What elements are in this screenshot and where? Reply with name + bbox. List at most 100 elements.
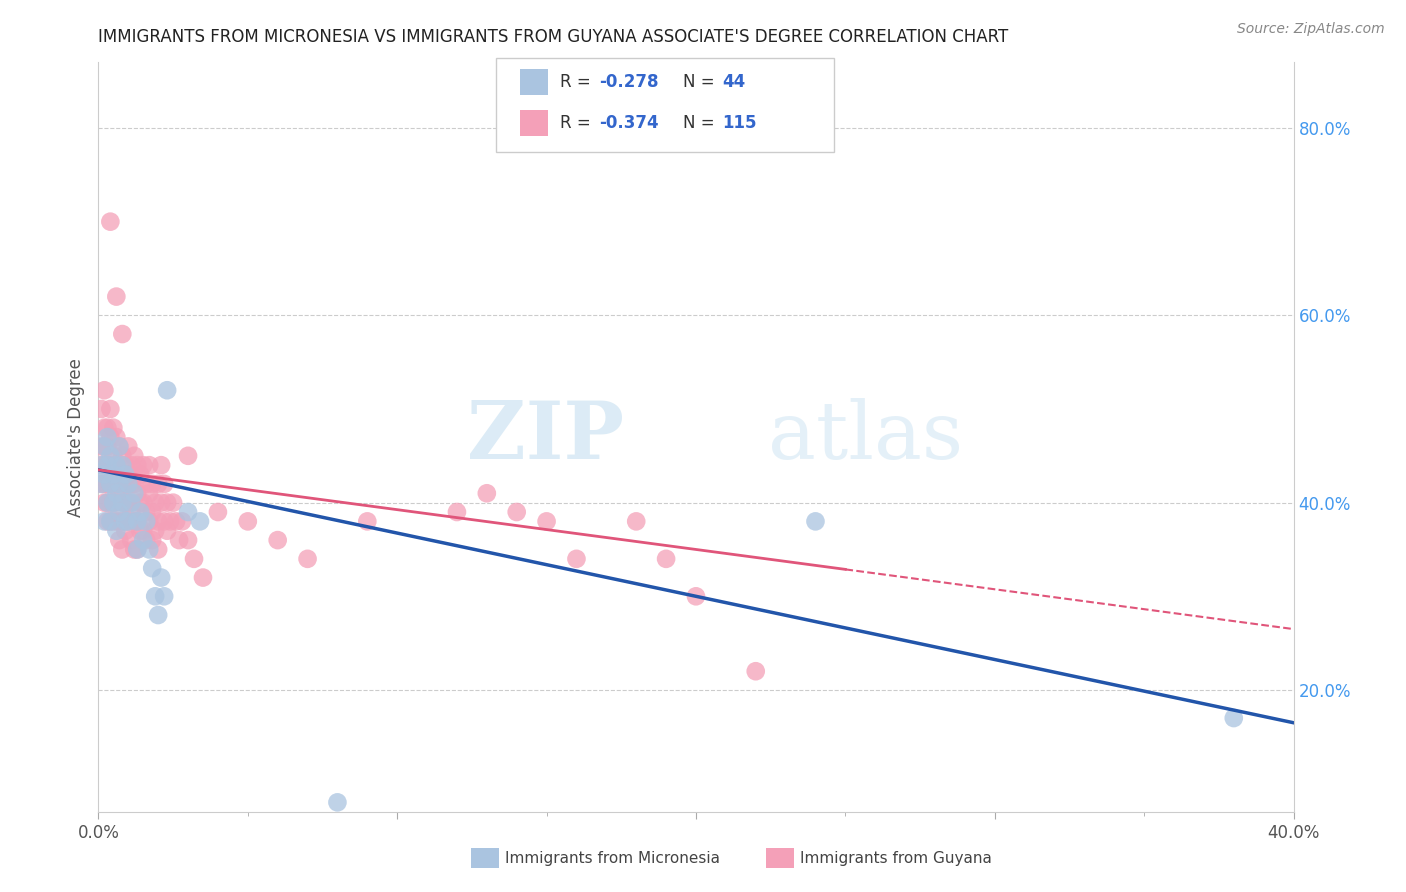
Point [105, 476, 128, 491]
Point [98, 476, 122, 491]
Point [96, 514, 118, 528]
Text: -0.278: -0.278 [599, 73, 658, 91]
Point [93, 384, 115, 398]
Point [135, 476, 157, 491]
Point [141, 476, 163, 491]
Point [685, 590, 707, 604]
Point [98, 476, 122, 491]
Point [162, 495, 184, 509]
Point [98, 495, 122, 509]
Point [90, 458, 112, 473]
Text: ZIP: ZIP [467, 398, 624, 476]
Point [135, 514, 157, 528]
Point [191, 571, 214, 585]
Point [804, 514, 827, 528]
Point [124, 486, 146, 500]
Point [117, 495, 139, 509]
Point [105, 495, 128, 509]
Point [98, 514, 122, 528]
Point [111, 458, 134, 473]
Point [114, 458, 136, 473]
Point [153, 590, 176, 604]
Point [141, 505, 163, 519]
Point [105, 430, 128, 444]
Point [96, 495, 118, 509]
Point [117, 476, 139, 491]
Point [207, 505, 229, 519]
Point [565, 551, 588, 566]
Point [127, 458, 149, 473]
Point [105, 524, 128, 538]
Point [124, 449, 146, 463]
Point [156, 495, 179, 509]
Point [132, 524, 155, 538]
Point [138, 514, 160, 528]
Point [150, 495, 173, 509]
Text: 115: 115 [723, 114, 758, 132]
Text: -0.374: -0.374 [599, 114, 658, 132]
Point [117, 514, 139, 528]
Point [132, 495, 155, 509]
Point [267, 533, 290, 547]
Point [90, 476, 112, 491]
Point [103, 467, 125, 482]
Point [143, 590, 166, 604]
Point [111, 495, 134, 509]
Point [506, 505, 529, 519]
Point [156, 524, 179, 538]
Point [105, 289, 128, 303]
Text: Immigrants from Micronesia: Immigrants from Micronesia [505, 851, 720, 865]
Point [90, 401, 112, 416]
Point [172, 514, 194, 528]
Point [1223, 711, 1246, 725]
Point [117, 514, 139, 528]
Point [96, 421, 118, 435]
Point [96, 476, 118, 491]
Point [114, 514, 136, 528]
Point [148, 514, 170, 528]
Point [153, 476, 176, 491]
Point [153, 514, 176, 528]
Text: N =: N = [683, 114, 720, 132]
Point [135, 505, 157, 519]
Point [127, 542, 149, 557]
Point [108, 514, 131, 528]
Point [446, 505, 468, 519]
Point [111, 542, 134, 557]
Point [114, 476, 136, 491]
Point [132, 458, 155, 473]
Point [148, 542, 170, 557]
Point [129, 467, 152, 482]
Point [103, 421, 125, 435]
Point [143, 524, 166, 538]
Point [105, 486, 128, 500]
Point [103, 495, 125, 509]
Point [129, 505, 152, 519]
Point [127, 514, 149, 528]
Point [150, 458, 173, 473]
Point [120, 495, 142, 509]
Point [108, 505, 131, 519]
Point [111, 514, 134, 528]
Point [93, 495, 115, 509]
Point [138, 486, 160, 500]
Point [475, 486, 498, 500]
Point [236, 514, 259, 528]
Point [108, 476, 131, 491]
Point [141, 533, 163, 547]
Point [93, 440, 115, 453]
Point [98, 215, 122, 229]
Point [98, 514, 122, 528]
Point [626, 514, 648, 528]
Point [138, 458, 160, 473]
Point [111, 495, 134, 509]
Text: IMMIGRANTS FROM MICRONESIA VS IMMIGRANTS FROM GUYANA ASSOCIATE'S DEGREE CORRELAT: IMMIGRANTS FROM MICRONESIA VS IMMIGRANTS… [98, 28, 1008, 45]
Point [148, 476, 170, 491]
Point [127, 486, 149, 500]
Point [105, 458, 128, 473]
Point [129, 524, 152, 538]
Point [90, 440, 112, 453]
Point [120, 458, 142, 473]
Point [114, 495, 136, 509]
Point [127, 514, 149, 528]
